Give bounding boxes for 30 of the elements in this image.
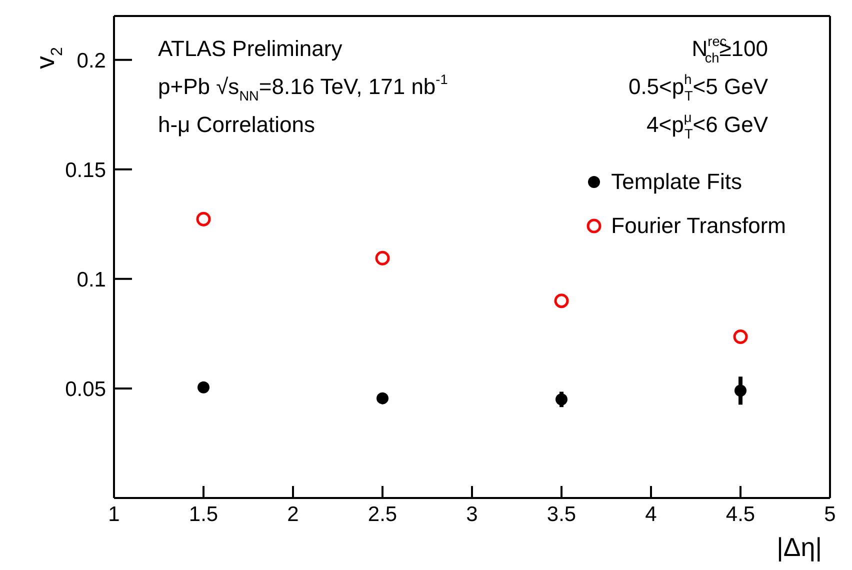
y-tick-label: 0.2 — [76, 49, 106, 72]
x-tick-label: 5 — [824, 502, 836, 526]
y-tick-label: 0.05 — [65, 378, 106, 401]
legend-label: Fourier Transform — [611, 213, 786, 239]
annotation: 4<p$^{μ}$$_{T}$<6 GeV — [646, 110, 768, 142]
y-axis-title: v2 — [30, 46, 66, 69]
point — [556, 393, 568, 406]
x-tick-label: 3 — [466, 502, 478, 526]
x-tick-label: 1 — [108, 502, 120, 526]
point — [376, 392, 388, 404]
x-tick-label: 3.5 — [546, 502, 576, 526]
y-tick-label: 0.15 — [65, 158, 106, 182]
y-tick-label: 0.1 — [76, 268, 106, 292]
annotation: h-μ Correlations — [158, 112, 315, 137]
x-tick-label: 4.5 — [726, 502, 756, 526]
legend-label: Template Fits — [611, 169, 742, 195]
annotation: p+Pb √s$_{NN}$=8.16 TeV, 171 nb$^{-1}$ — [158, 72, 448, 104]
x-tick-label: 2.5 — [368, 502, 398, 526]
point — [733, 330, 748, 344]
point — [554, 294, 569, 308]
x-tick-label: 2 — [287, 502, 299, 526]
annotation: ATLAS Preliminary — [158, 36, 342, 61]
x-tick-label: 1.5 — [188, 502, 218, 526]
point — [734, 384, 746, 397]
point — [375, 250, 390, 266]
point — [198, 381, 210, 394]
annotation: 0.5<p$^{h}$$_{T}$<5 GeV — [628, 72, 768, 104]
point — [196, 212, 211, 226]
x-tick-label: 4 — [645, 502, 658, 526]
x-axis-title: |Δη| — [776, 532, 822, 562]
